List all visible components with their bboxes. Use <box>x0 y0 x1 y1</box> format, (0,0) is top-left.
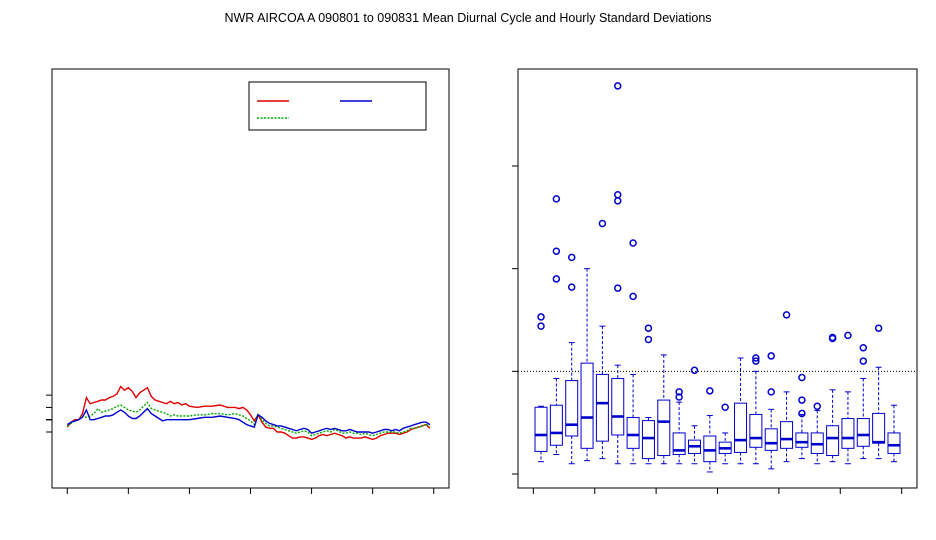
outlier-point <box>567 253 576 262</box>
outlier-point <box>644 324 653 332</box>
box-iqr <box>641 420 655 460</box>
outlier-point <box>782 311 791 319</box>
box-hour <box>657 354 671 465</box>
outlier-point <box>552 247 561 255</box>
outlier-point <box>614 197 622 205</box>
box-hour <box>534 313 548 463</box>
box-iqr <box>595 373 609 442</box>
box-hour <box>641 324 655 465</box>
box-hour <box>565 253 579 465</box>
box-iqr <box>856 418 870 447</box>
outlier-point <box>798 409 806 418</box>
box-iqr <box>826 425 840 457</box>
outlier-point <box>552 195 561 203</box>
box-iqr <box>734 402 748 453</box>
box-hour <box>826 333 840 463</box>
box-hour <box>580 268 594 462</box>
box-hour <box>764 352 778 470</box>
outlier-point <box>552 275 561 283</box>
box-hour <box>841 331 855 465</box>
box-hour <box>718 403 732 465</box>
box-hour <box>687 366 701 465</box>
box-iqr <box>749 413 763 448</box>
outlier-point <box>706 387 714 395</box>
outlier-point <box>752 354 760 362</box>
plot-frame <box>51 68 450 489</box>
outlier-point <box>537 322 545 330</box>
outlier-point <box>644 335 653 344</box>
outlier-point <box>690 366 699 375</box>
box-hour <box>703 387 717 473</box>
outlier-point <box>767 388 775 396</box>
std-dev-boxplot <box>512 68 918 494</box>
box-hour <box>887 404 901 463</box>
outlier-point <box>859 343 868 352</box>
series-line-3-5-m <box>66 401 431 437</box>
box-hour <box>872 324 886 460</box>
box-iqr <box>887 432 901 454</box>
legend <box>248 81 427 131</box>
outlier-point <box>629 239 637 247</box>
series-line-1-3-m <box>66 385 431 441</box>
outlier-point <box>629 292 637 301</box>
box-iqr <box>534 406 548 452</box>
box-iqr <box>703 435 717 463</box>
box-iqr <box>764 428 778 451</box>
outlier-point <box>798 373 806 382</box>
outlier-point <box>614 284 622 292</box>
outlier-point <box>675 393 683 401</box>
box-iqr <box>795 432 809 448</box>
outlier-point <box>767 352 775 360</box>
box-hour <box>611 82 625 465</box>
box-iqr <box>872 412 886 444</box>
outlier-point <box>675 388 683 396</box>
box-hour <box>795 373 809 460</box>
outlier-point <box>874 324 883 332</box>
outlier-point <box>859 357 868 365</box>
co2-diurnal-chart <box>46 68 450 494</box>
outlier-point <box>614 82 622 90</box>
legend-box <box>248 81 427 131</box>
box-iqr <box>549 404 563 446</box>
outlier-point <box>844 331 852 340</box>
outlier-point <box>721 403 729 412</box>
outlier-point <box>614 190 622 199</box>
box-hour <box>549 195 563 455</box>
box-iqr <box>780 421 794 449</box>
outlier-point <box>598 219 607 228</box>
box-iqr <box>626 417 640 449</box>
box-hour <box>810 402 824 465</box>
box-iqr <box>565 380 579 437</box>
outlier-point <box>537 313 545 321</box>
box-hour <box>672 388 686 465</box>
figure-title: NWR AIRCOA A 090801 to 090831 Mean Diurn… <box>224 11 711 25</box>
box-iqr <box>611 378 625 436</box>
box-iqr <box>841 418 855 449</box>
box-iqr <box>657 399 671 457</box>
box-hour <box>734 357 748 465</box>
box-hour <box>780 311 794 463</box>
series-line-5-1-m <box>66 407 431 434</box>
box-hour <box>856 343 870 460</box>
outlier-point <box>813 402 821 410</box>
box-hour <box>749 354 763 465</box>
outlier-point <box>752 357 760 365</box>
box-iqr <box>580 362 594 449</box>
outlier-point <box>567 283 576 291</box>
outlier-point <box>798 396 806 404</box>
box-hour <box>595 219 609 460</box>
box-hour <box>626 239 640 465</box>
outlier-point <box>828 333 837 342</box>
